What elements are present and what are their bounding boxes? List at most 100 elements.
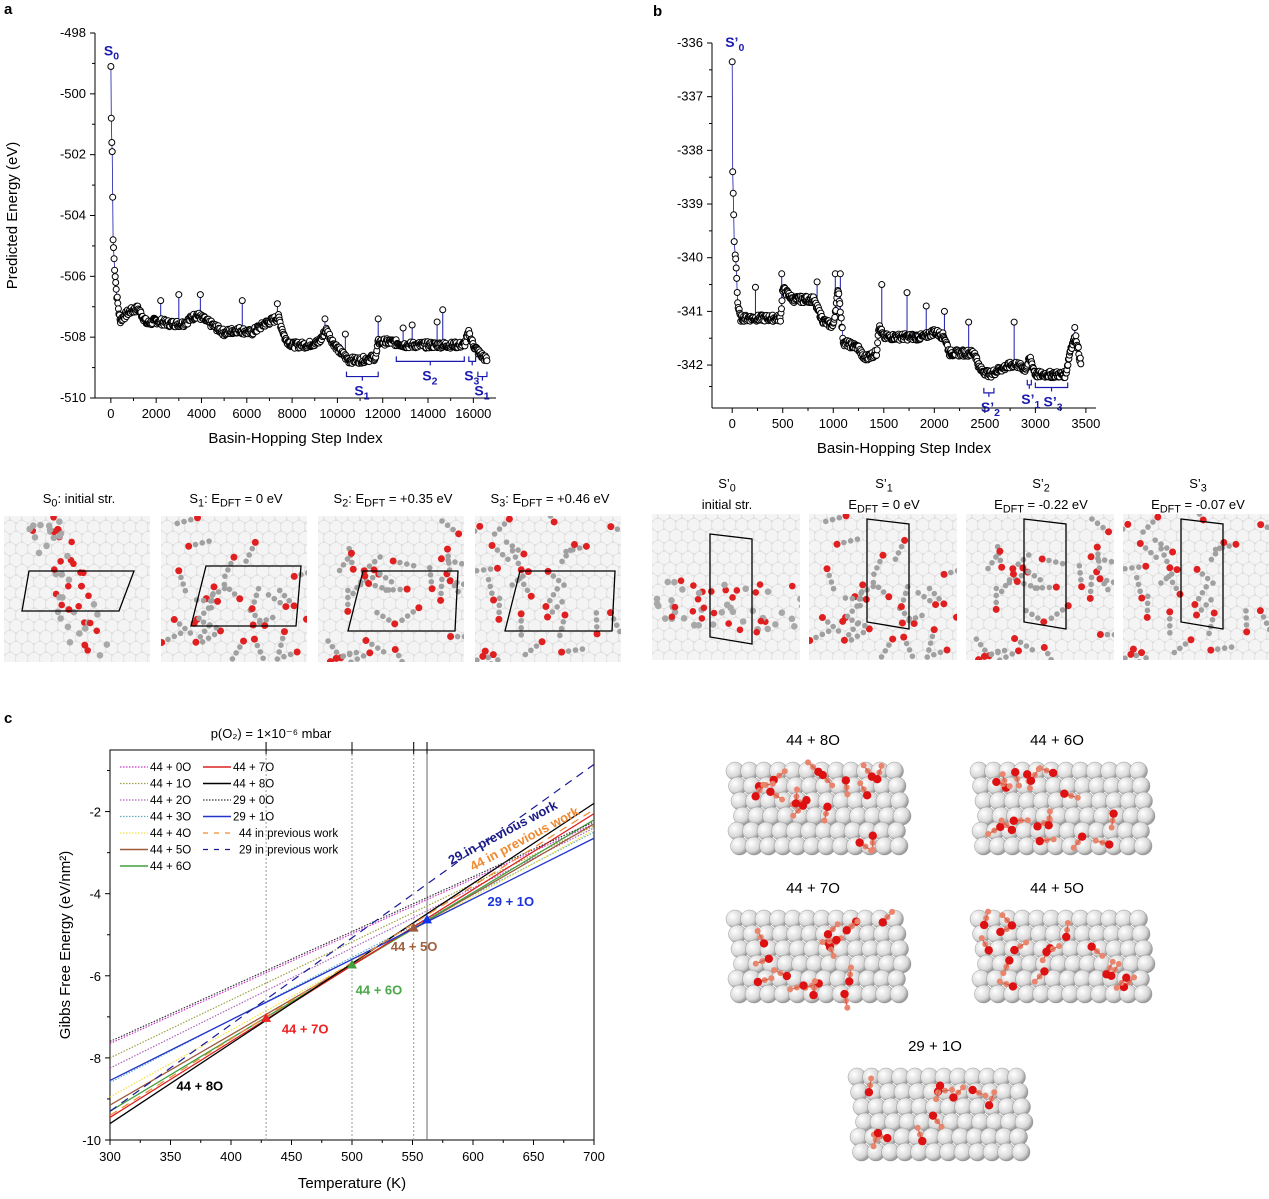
- adsorbate-atom: [82, 625, 89, 632]
- carbon-atom: [856, 596, 863, 602]
- carbon-atom: [458, 560, 464, 567]
- substrate-atom: [618, 609, 621, 621]
- oxygen-atom: [1077, 832, 1087, 841]
- carbon-atom: [480, 567, 487, 573]
- oxygen-atom: [1232, 540, 1240, 548]
- carbon-atom: [1136, 564, 1142, 570]
- substrate-atom: [304, 587, 307, 599]
- carbon-atom: [1029, 611, 1035, 618]
- carbon-atom: [1087, 588, 1094, 595]
- carbon-atom: [243, 558, 249, 565]
- substrate-atom: [304, 521, 307, 533]
- oxygen-atom: [753, 977, 763, 987]
- panel-label-a: a: [4, 1, 13, 18]
- carbon-atom: [1243, 608, 1249, 614]
- carbon-atom: [1039, 957, 1046, 964]
- oxygen-atom: [855, 838, 864, 847]
- carbon-atom: [379, 585, 385, 591]
- carbon-atom: [1113, 984, 1120, 991]
- adsorbate-atom: [690, 621, 698, 629]
- carbon-atom: [998, 817, 1005, 824]
- structure-image: [4, 516, 150, 662]
- carbon-atom: [439, 518, 445, 524]
- structure-image: [966, 514, 1114, 660]
- carbon-atom: [1145, 524, 1151, 530]
- oxygen-atom: [840, 989, 849, 999]
- carbon-atom: [1168, 571, 1175, 577]
- carbon-atom: [546, 597, 553, 604]
- carbon-atom: [1145, 593, 1151, 600]
- unit-cell: [1023, 518, 1067, 630]
- carbon-atom: [1053, 559, 1059, 565]
- substrate-atom: [4, 516, 11, 523]
- carbon-atom: [265, 591, 272, 598]
- data-point: [483, 357, 491, 365]
- carbon-atom: [829, 782, 836, 789]
- x-tick-label: 500: [341, 1149, 363, 1164]
- carbon-atom: [237, 644, 243, 650]
- carbon-atom: [559, 599, 565, 605]
- oxygen-atom: [873, 1128, 883, 1138]
- carbon-atom: [991, 1089, 998, 1096]
- oxygen-atom: [250, 635, 258, 643]
- carbon-atom: [489, 590, 495, 597]
- oxygen-atom: [248, 605, 256, 613]
- carbon-atom: [438, 583, 445, 590]
- oxygen-atom: [864, 1088, 874, 1097]
- oxygen-atom: [791, 799, 801, 808]
- x-tick-label: 2500: [970, 416, 999, 431]
- oxygen-atom: [1010, 945, 1019, 955]
- oxygen-atom: [437, 555, 445, 563]
- adsorbate-atom: [764, 625, 772, 633]
- oxygen-atom: [1154, 514, 1162, 521]
- carbon-atom: [1199, 571, 1206, 577]
- oxygen-atom: [839, 617, 847, 625]
- oxygen-atom: [1007, 825, 1017, 835]
- legend-label: 44 + 3O: [150, 812, 191, 824]
- carbon-atom: [973, 636, 980, 642]
- carbon-atom: [549, 609, 556, 615]
- oxygen-atom: [194, 516, 202, 522]
- data-point: [813, 278, 821, 286]
- carbon-atom: [253, 592, 260, 599]
- carbon-atom: [410, 609, 417, 615]
- adsorbate-atom: [56, 532, 63, 540]
- oxygen-atom: [867, 772, 877, 781]
- adsorbate-atom: [90, 601, 98, 608]
- oxygen-atom: [1187, 636, 1195, 644]
- carbon-atom: [229, 656, 236, 662]
- x-tick-label: 0: [729, 416, 736, 431]
- data-point: [108, 148, 116, 156]
- carbon-atom: [998, 588, 1005, 595]
- data-point: [157, 297, 165, 305]
- carbon-atom: [948, 569, 954, 576]
- carbon-atom: [371, 558, 378, 565]
- x-tick-label: 450: [281, 1149, 303, 1164]
- substrate-atom: [147, 587, 150, 599]
- carbon-atom: [1153, 554, 1159, 561]
- carbon-atom: [805, 759, 812, 766]
- data-point: [730, 211, 738, 219]
- substrate-atom: [304, 543, 307, 555]
- carbon-atom: [1182, 641, 1189, 647]
- carbon-atom: [985, 565, 991, 572]
- oxygen-atom: [446, 577, 454, 585]
- carbon-atom: [1103, 577, 1110, 584]
- carbon-atom: [200, 597, 207, 604]
- carbon-atom: [927, 640, 934, 646]
- carbon-atom: [926, 597, 933, 604]
- data-point: [836, 270, 844, 278]
- substrate-atom: [618, 653, 621, 662]
- oxygen-atom: [1044, 821, 1053, 830]
- oxygen-atom: [542, 603, 550, 611]
- carbon-atom: [978, 935, 985, 942]
- carbon-atom: [841, 539, 847, 546]
- adsorbate-atom: [778, 609, 786, 616]
- x-tick-label: 400: [220, 1149, 242, 1164]
- adsorbate-atom: [679, 586, 686, 593]
- carbon-atom: [445, 553, 452, 559]
- carbon-atom: [177, 630, 184, 637]
- oxygen-atom: [447, 633, 455, 641]
- carbon-atom: [1206, 630, 1212, 637]
- carbon-atom: [257, 649, 264, 655]
